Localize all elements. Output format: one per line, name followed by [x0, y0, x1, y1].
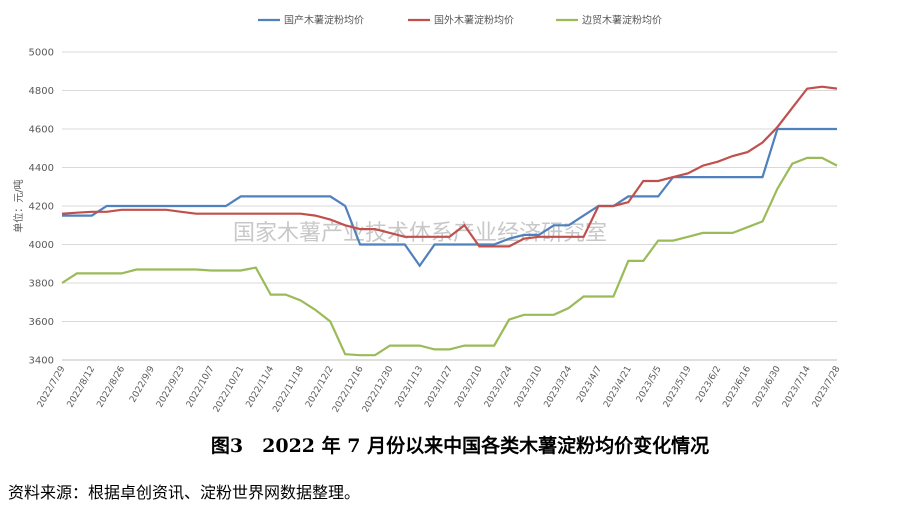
- x-tick-label: 2023/3/24: [543, 364, 575, 409]
- y-axis-label: 单位：元/吨: [12, 179, 25, 232]
- x-tick-label: 2022/9/23: [155, 365, 187, 410]
- source: 资料来源：根据卓创资讯、淀粉世界网数据整理。: [8, 483, 360, 502]
- x-tick-label: 2022/12/2: [304, 365, 336, 410]
- chart-title: 图3 2022 年 7 月份以来中国各类木薯淀粉均价变化情况: [211, 434, 709, 457]
- series-line: [62, 127, 837, 268]
- x-tick-label: 2023/7/14: [781, 364, 813, 409]
- x-tick-label: 2022/10/21: [212, 365, 247, 415]
- x-tick-label: 2023/5/19: [662, 364, 694, 409]
- x-tick-label: 2022/7/29: [36, 364, 68, 409]
- x-tick-label: 2023/4/21: [602, 365, 634, 410]
- x-tick-label: 2023/1/13: [394, 365, 426, 410]
- x-tick-label: 2023/6/2: [694, 365, 723, 405]
- x-tick-label: 2023/2/24: [483, 364, 515, 409]
- y-tick-label: 4400: [29, 163, 54, 174]
- legend-label: 国外木薯淀粉均价: [434, 14, 514, 27]
- x-tick-label: 2022/11/18: [271, 364, 306, 414]
- x-tick-label: 2022/12/16: [331, 364, 366, 414]
- x-tick-label: 2022/8/12: [66, 365, 98, 410]
- x-tick-label: 2022/10/7: [185, 365, 217, 410]
- x-tick-label: 2023/2/10: [453, 364, 485, 409]
- y-tick-label: 4000: [29, 240, 54, 251]
- x-tick-label: 2023/3/10: [513, 364, 545, 409]
- x-tick-label: 2023/1/27: [423, 365, 455, 410]
- y-tick-label: 4200: [29, 202, 54, 213]
- y-tick-label: 5000: [29, 48, 54, 59]
- x-tick-label: 2022/8/26: [95, 364, 127, 409]
- x-tick-label: 2023/7/28: [811, 364, 843, 409]
- series-line: [61, 85, 838, 248]
- x-tick-label: 2022/9/9: [128, 364, 157, 404]
- y-tick-label: 3600: [29, 317, 54, 328]
- y-tick-label: 4800: [29, 86, 54, 97]
- x-tick-label: 2023/4/7: [575, 365, 604, 405]
- x-tick-label: 2022/12/30: [361, 364, 396, 414]
- y-tick-label: 4600: [29, 125, 54, 136]
- x-tick-label: 2023/6/16: [721, 364, 753, 409]
- x-tick-label: 2023/5/5: [635, 365, 664, 405]
- y-tick-label: 3400: [29, 356, 54, 367]
- legend-label: 边贸木薯淀粉均价: [582, 14, 662, 27]
- x-tick-label: 2022/11/4: [245, 364, 277, 409]
- x-tick-label: 2023/6/30: [751, 364, 783, 409]
- series-line: [61, 156, 838, 357]
- legend-label: 国产木薯淀粉均价: [284, 14, 364, 27]
- y-tick-label: 3800: [29, 279, 54, 290]
- watermark: 国家木薯产业技术体系产业经济研究室: [233, 221, 607, 246]
